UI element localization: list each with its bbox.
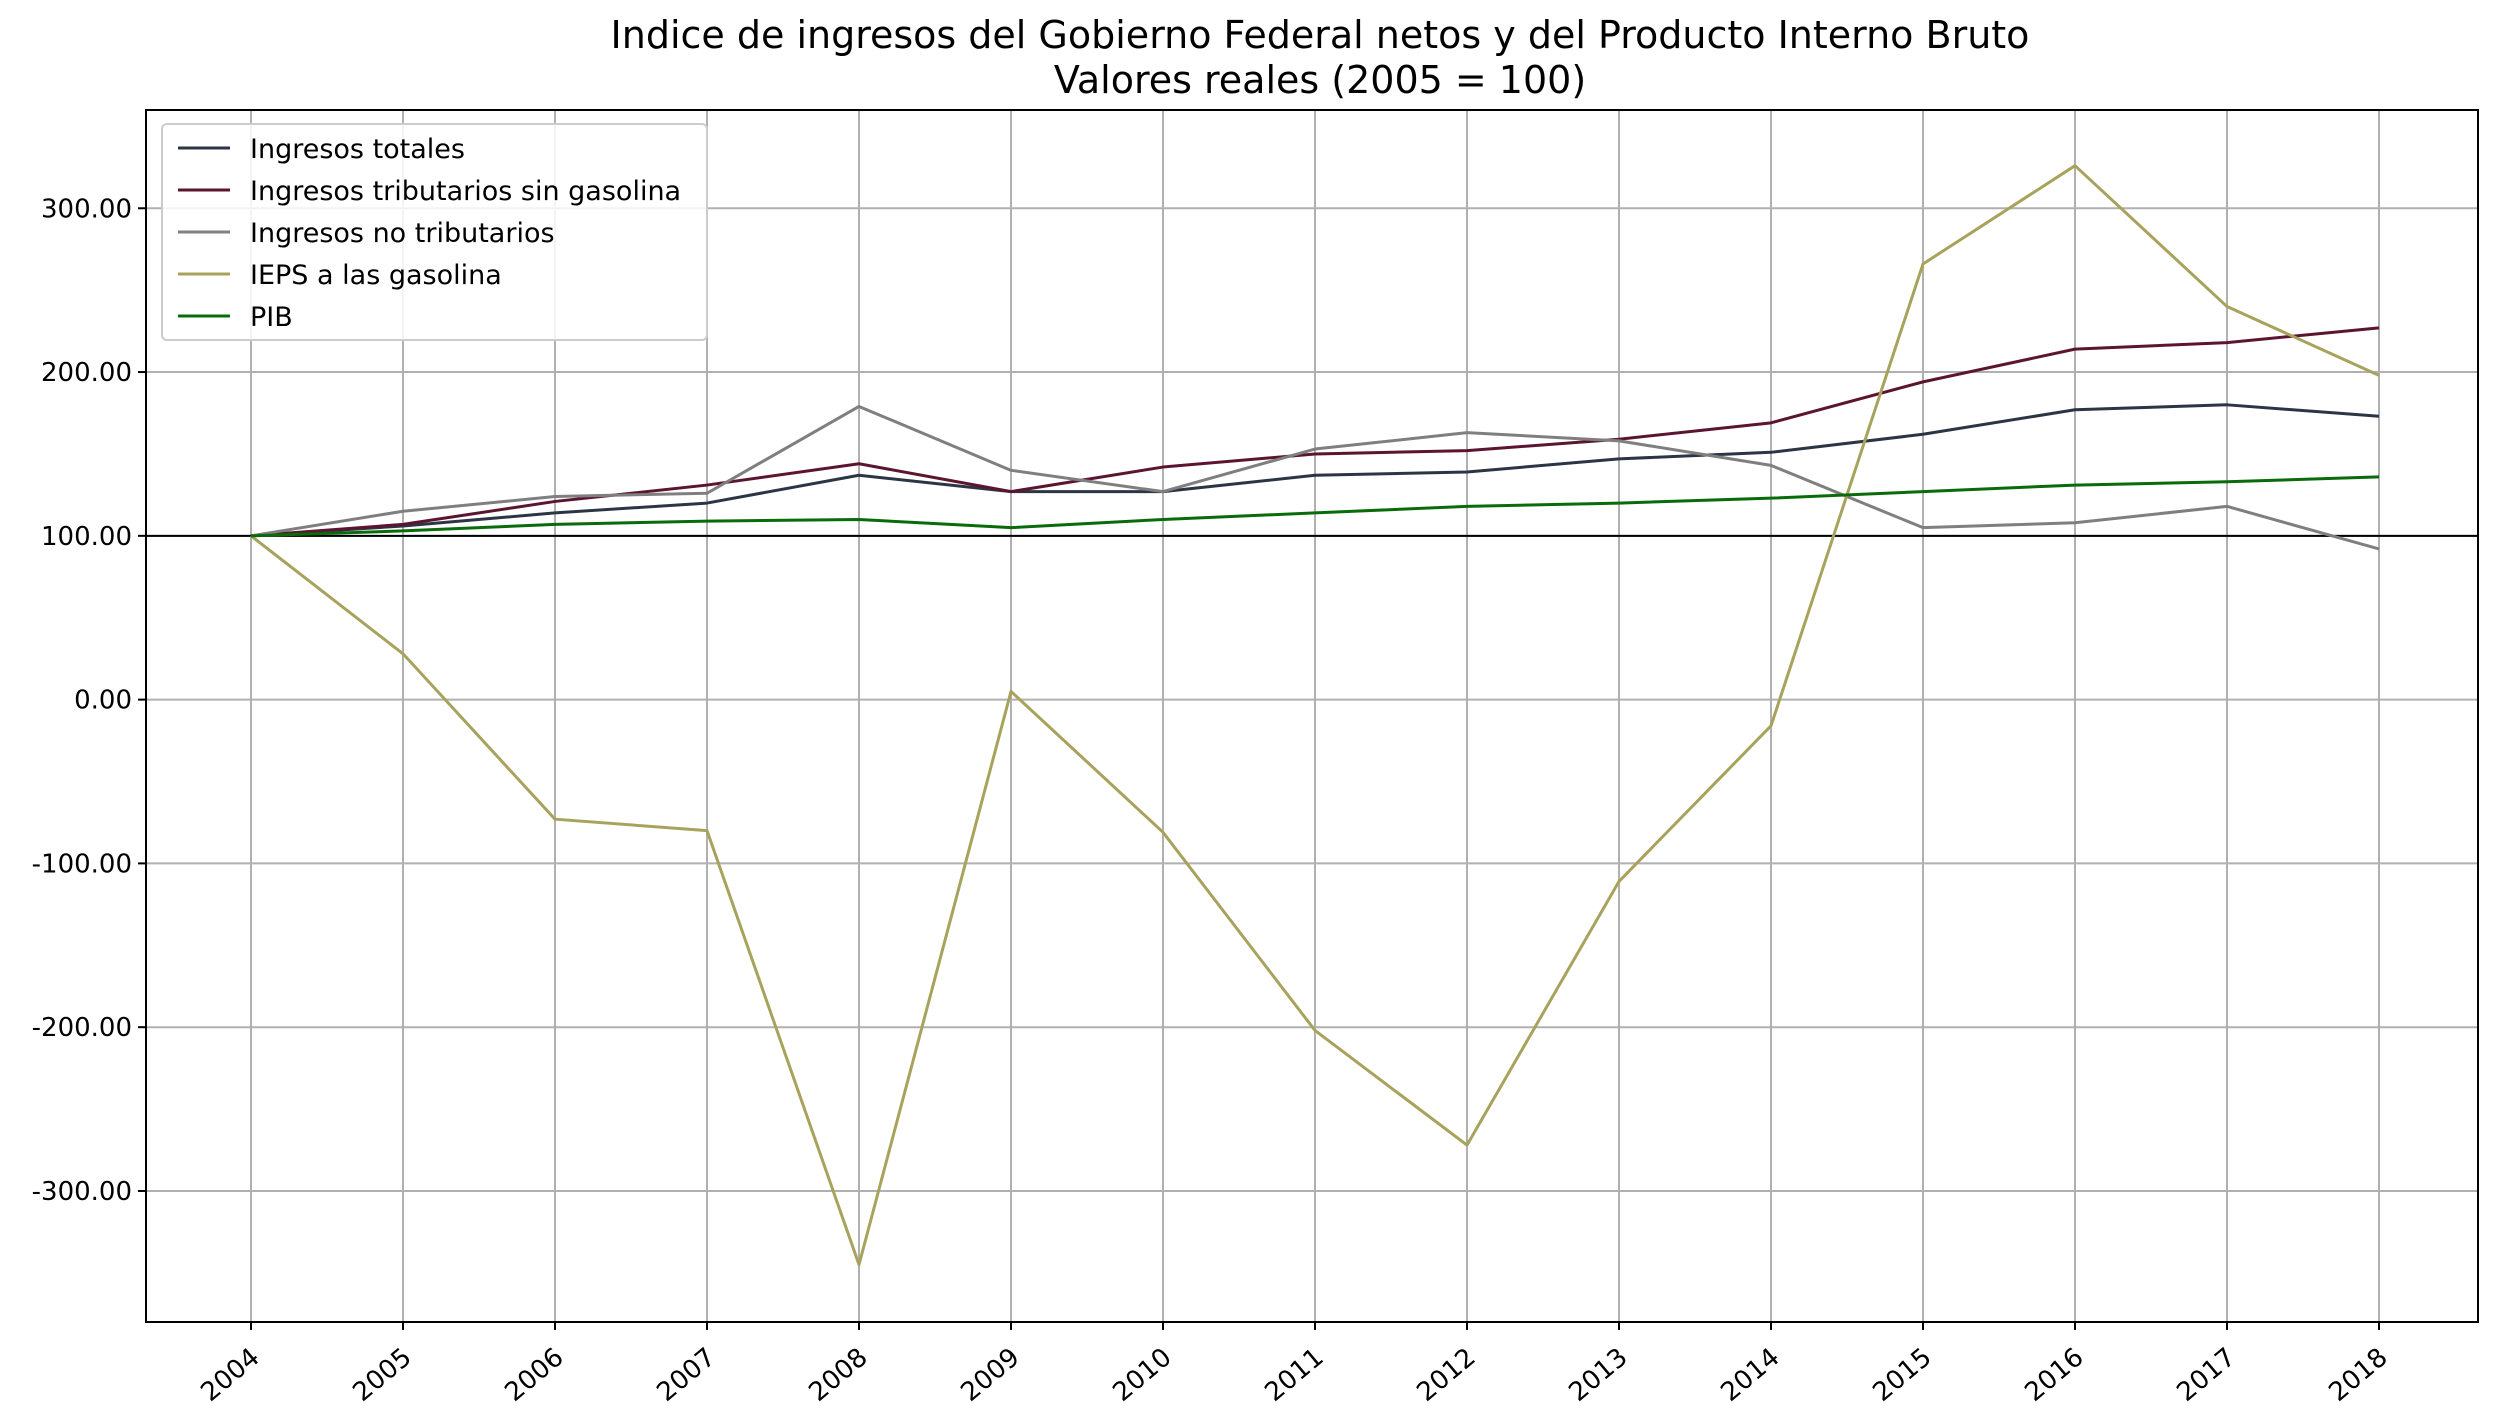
y-tick-label: 300.00: [41, 194, 132, 224]
legend: Ingresos totales Ingresos tributarios sin…: [161, 123, 708, 341]
chart-subtitle: Valores reales (2005 = 100): [1054, 58, 1586, 102]
x-tick-label: 2013: [1564, 1342, 1634, 1408]
series-line: [250, 404, 2380, 551]
x-tick-label: 2010: [1108, 1342, 1178, 1408]
plot-frame: [145, 109, 2479, 1323]
x-axis: 2004 2005 2006 2007 2008 2009 2010 2011 2012 2013…: [196, 1322, 2394, 1408]
y-tick-label: -200.00: [32, 1013, 132, 1043]
legend-label: Ingresos totales: [250, 134, 465, 165]
legend-label: IEPS a las gasolina: [250, 260, 502, 291]
x-tick-label: 2012: [1412, 1342, 1482, 1408]
legend-label: Ingresos tributarios sin gasolina: [250, 176, 681, 207]
series-line: [250, 475, 2380, 538]
series-line: [250, 164, 2380, 1267]
y-tick-label: -300.00: [32, 1177, 132, 1207]
x-tick-label: 2008: [804, 1342, 874, 1408]
x-tick-label: 2015: [1868, 1342, 1938, 1408]
y-tick-label: -100.00: [32, 849, 132, 879]
legend-box: [161, 123, 708, 341]
y-tick-label: 200.00: [41, 358, 132, 388]
y-tick-label: 100.00: [41, 522, 132, 552]
legend-label: Ingresos no tributarios: [250, 218, 555, 249]
x-tick-label: 2005: [348, 1342, 418, 1408]
series-layer: [250, 164, 2380, 1267]
x-tick-label: 2006: [500, 1342, 570, 1408]
x-tick-label: 2016: [2020, 1342, 2090, 1408]
chart-title: Indice de ingresos del Gobierno Federal …: [611, 13, 2030, 57]
legend-label: PIB: [250, 302, 293, 333]
x-tick-label: 2014: [1716, 1342, 1786, 1408]
x-tick-label: 2007: [652, 1342, 722, 1408]
x-tick-label: 2009: [956, 1342, 1026, 1408]
y-tick-label: 0.00: [74, 686, 132, 716]
x-tick-label: 2004: [196, 1342, 266, 1408]
y-axis: 300.00 200.00 100.00 0.00 -100.00 -200.00 -300…: [32, 194, 146, 1207]
x-tick-label: 2011: [1260, 1342, 1330, 1408]
series-line: [250, 403, 2380, 538]
x-tick-label: 2017: [2172, 1342, 2242, 1408]
x-tick-label: 2018: [2324, 1342, 2394, 1408]
